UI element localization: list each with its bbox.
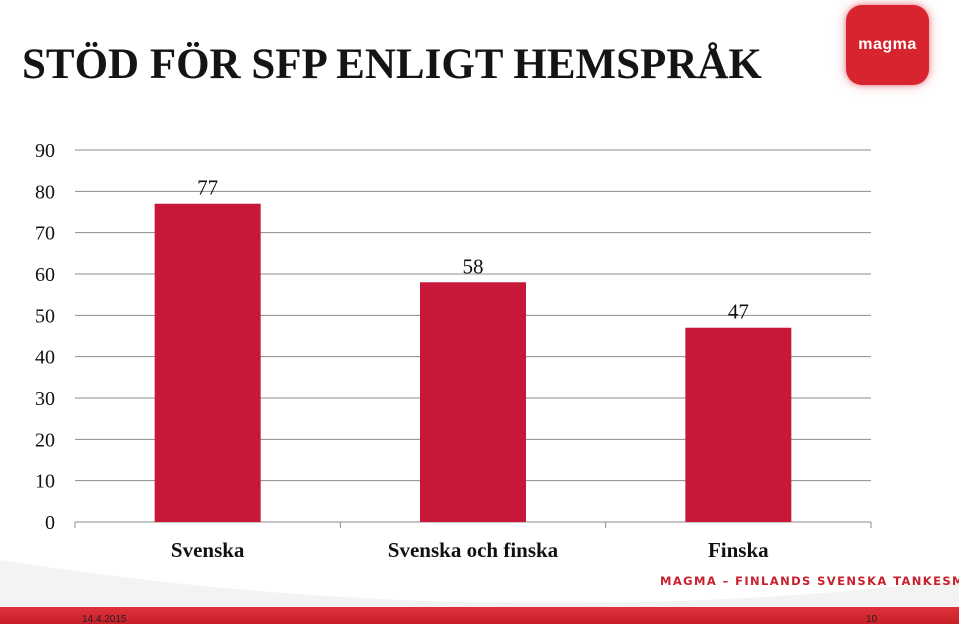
organization-tagline: MAGMA – FINLANDS SVENSKA TANKESMEDJA — [660, 574, 959, 588]
y-tick-label: 70 — [35, 223, 55, 245]
y-tick-label: 30 — [35, 388, 55, 410]
y-tick-label: 60 — [35, 264, 55, 286]
y-tick-label: 10 — [35, 471, 55, 493]
bar — [154, 203, 261, 522]
y-tick-label: 40 — [35, 347, 55, 369]
magma-logo: magma — [846, 5, 929, 85]
y-tick-label: 80 — [35, 181, 55, 203]
data-label: 47 — [728, 300, 749, 324]
footer-date: 14.4.2015 — [82, 614, 127, 624]
slide-title: STÖD FÖR SFP ENLIGT HEMSPRÅK — [22, 41, 762, 88]
data-label: 77 — [197, 176, 218, 200]
y-tick-label: 0 — [45, 512, 55, 534]
footer-bar — [0, 607, 959, 624]
bar — [685, 327, 792, 522]
logo-text: magma — [858, 36, 917, 53]
category-label: Finska — [708, 538, 769, 562]
category-label: Svenska — [171, 538, 245, 562]
category-label: Svenska och finska — [388, 538, 559, 562]
y-tick-label: 90 — [35, 140, 55, 162]
data-label: 58 — [463, 254, 484, 278]
footer-page-number: 10 — [866, 614, 878, 624]
background-swoosh — [0, 560, 959, 610]
y-tick-label: 20 — [35, 429, 55, 451]
y-tick-label: 50 — [35, 305, 55, 327]
bar — [420, 282, 526, 522]
